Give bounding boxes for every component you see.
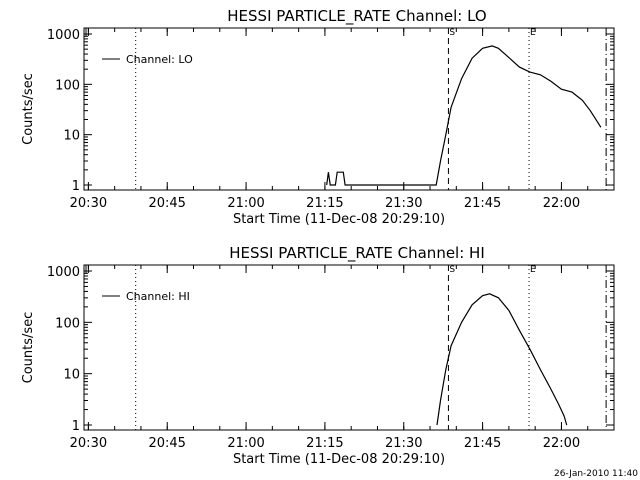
x-tick-label: 21:45 [464,196,501,211]
time-marker-label: E [530,28,536,38]
x-tick-label: 20:30 [70,436,107,451]
x-tick-label: 21:30 [385,436,422,451]
x-tick-label: 20:45 [148,436,185,451]
time-marker-label: S [449,265,455,275]
y-tick-label: 10 [63,129,80,144]
y-tick-label: 10 [63,368,80,383]
x-axis-label: Start Time (11-Dec-08 20:29:10) [233,212,445,227]
x-tick-label: 22:00 [543,436,580,451]
x-tick-label: 21:00 [227,196,264,211]
x-tick-label: 21:00 [227,436,264,451]
y-axis-label: Counts/sec [21,312,36,384]
time-marker-label: E [530,265,536,275]
chart-title: HESSI PARTICLE_RATE Channel: LO [227,7,486,26]
x-tick-label: 21:15 [306,436,343,451]
x-tick-label: 21:45 [464,436,501,451]
time-marker-label: S [449,28,455,38]
x-tick-label: 21:15 [306,196,343,211]
x-axis-label: Start Time (11-Dec-08 20:29:10) [233,452,445,467]
plot-channel-lo: HESSI PARTICLE_RATE Channel: LO 1 10 100 100… [21,7,615,227]
y-tick-label: 1 [72,179,80,194]
plot-frame [83,27,615,191]
footer-timestamp: 26-Jan-2010 11:40 [554,469,638,479]
chart-title: HESSI PARTICLE_RATE Channel: HI [229,244,485,263]
y-tick-label: 1 [72,419,80,434]
x-tick-label: 21:30 [385,196,422,211]
legend-label: Channel: LO [126,53,193,66]
y-tick-label: 100 [55,78,80,93]
x-tick-label: 22:00 [543,196,580,211]
x-tick-label: 20:30 [70,196,107,211]
y-axis-label: Counts/sec [21,73,36,145]
y-tick-label: 1000 [47,28,80,43]
plot-channel-hi: HESSI PARTICLE_RATE Channel: HI 1 10 100 100… [21,244,615,467]
x-tick-label: 20:45 [148,196,185,211]
plot-frame [83,264,615,431]
legend-label: Channel: HI [126,290,190,303]
y-tick-label: 100 [55,316,80,331]
y-tick-label: 1000 [47,265,80,280]
series-line [326,45,602,186]
series-line [436,293,568,426]
